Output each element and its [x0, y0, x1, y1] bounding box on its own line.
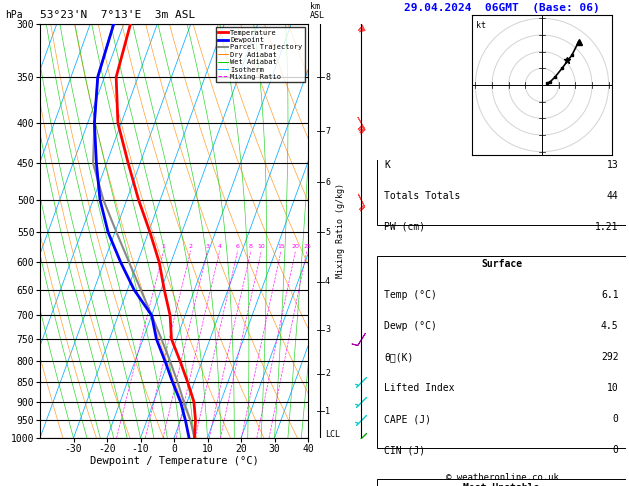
X-axis label: Dewpoint / Temperature (°C): Dewpoint / Temperature (°C)	[89, 456, 259, 467]
Text: 29.04.2024  06GMT  (Base: 06): 29.04.2024 06GMT (Base: 06)	[404, 3, 600, 13]
Text: 15: 15	[277, 243, 285, 249]
Text: 13: 13	[607, 160, 618, 170]
Text: 5: 5	[325, 228, 330, 237]
Text: 20: 20	[292, 243, 299, 249]
Text: Surface: Surface	[481, 260, 522, 269]
Text: 4: 4	[218, 243, 222, 249]
Text: 4: 4	[325, 278, 330, 286]
Text: 10: 10	[607, 383, 618, 393]
Text: hPa: hPa	[5, 10, 23, 20]
Text: 25: 25	[303, 243, 311, 249]
Text: 0: 0	[613, 445, 618, 455]
Text: 1.21: 1.21	[595, 222, 618, 232]
Text: 1: 1	[325, 407, 330, 416]
Text: PW (cm): PW (cm)	[384, 222, 426, 232]
Text: 8: 8	[249, 243, 253, 249]
Text: 8: 8	[325, 72, 330, 82]
Text: 53°23'N  7°13'E  3m ASL: 53°23'N 7°13'E 3m ASL	[40, 10, 195, 20]
Text: 6: 6	[236, 243, 240, 249]
Text: CAPE (J): CAPE (J)	[384, 414, 431, 424]
Text: Temp (°C): Temp (°C)	[384, 290, 437, 300]
Text: 44: 44	[607, 191, 618, 201]
Text: 6: 6	[325, 177, 330, 187]
Text: 4.5: 4.5	[601, 321, 618, 331]
Text: LCL: LCL	[325, 430, 340, 439]
Text: 10: 10	[257, 243, 265, 249]
Text: 3: 3	[325, 325, 330, 334]
Text: 6.1: 6.1	[601, 290, 618, 300]
Text: 2: 2	[325, 369, 330, 379]
Text: θᴇ(K): θᴇ(K)	[384, 352, 414, 362]
Text: Most Unstable: Most Unstable	[464, 483, 540, 486]
Text: CIN (J): CIN (J)	[384, 445, 426, 455]
Text: 3: 3	[206, 243, 209, 249]
Text: Totals Totals: Totals Totals	[384, 191, 461, 201]
Text: 1: 1	[162, 243, 165, 249]
Text: Lifted Index: Lifted Index	[384, 383, 455, 393]
Text: Mixing Ratio (g/kg): Mixing Ratio (g/kg)	[336, 184, 345, 278]
Text: 2: 2	[189, 243, 192, 249]
Text: km
ASL: km ASL	[310, 2, 325, 20]
Text: K: K	[384, 160, 391, 170]
Text: Dewp (°C): Dewp (°C)	[384, 321, 437, 331]
Text: 7: 7	[325, 127, 330, 136]
Text: 0: 0	[613, 414, 618, 424]
Text: © weatheronline.co.uk: © weatheronline.co.uk	[445, 473, 559, 482]
Legend: Temperature, Dewpoint, Parcel Trajectory, Dry Adiabat, Wet Adiabat, Isotherm, Mi: Temperature, Dewpoint, Parcel Trajectory…	[216, 28, 304, 82]
Text: kt: kt	[476, 20, 486, 30]
Text: 292: 292	[601, 352, 618, 362]
